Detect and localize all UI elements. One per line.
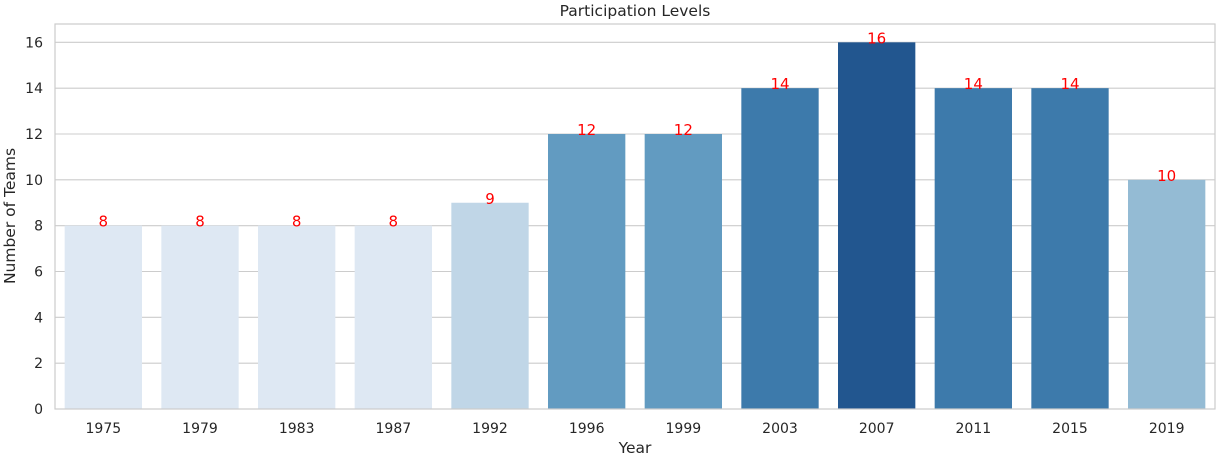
x-tick-label: 1983 <box>279 421 315 437</box>
x-tick-label: 2015 <box>1052 421 1088 437</box>
x-tick-label: 1996 <box>569 421 605 437</box>
bar-1983 <box>258 225 336 409</box>
y-tick-label: 12 <box>25 127 43 143</box>
y-tick-label: 4 <box>34 310 43 326</box>
data-labels: 8 8 8 8 9 12 12 14 16 14 14 10 <box>99 29 1177 230</box>
bar-1975 <box>64 225 142 409</box>
x-tick-label: 2003 <box>762 421 798 437</box>
x-tick-label: 1979 <box>182 421 218 437</box>
data-label-1987: 8 <box>389 213 399 231</box>
bar-1999 <box>644 134 722 409</box>
y-tick-label: 6 <box>34 265 43 281</box>
x-axis-label: Year <box>618 439 652 456</box>
data-label-2011: 14 <box>964 75 983 93</box>
bar-2011 <box>934 88 1012 410</box>
data-label-1992: 9 <box>485 190 495 208</box>
y-tick-label: 2 <box>34 356 43 372</box>
bar-2007 <box>838 42 916 409</box>
bar-2019 <box>1128 179 1206 409</box>
chart-title: Participation Levels <box>560 2 711 20</box>
y-tick-labels: 0 2 4 6 8 10 12 14 16 <box>25 35 43 418</box>
bar-1979 <box>161 225 239 409</box>
plot-frame <box>54 23 1216 410</box>
x-tick-label: 2019 <box>1149 421 1185 437</box>
bar-1992 <box>451 202 529 409</box>
y-axis-label: Number of Teams <box>1 148 19 284</box>
bar-2015 <box>1031 88 1109 410</box>
data-label-1979: 8 <box>195 213 205 231</box>
y-tick-label: 8 <box>34 219 43 235</box>
x-tick-label: 2007 <box>859 421 895 437</box>
y-tick-label: 0 <box>34 402 43 418</box>
x-tick-label: 1999 <box>666 421 702 437</box>
y-tick-label: 14 <box>25 81 43 97</box>
data-label-2007: 16 <box>867 29 886 47</box>
data-label-2015: 14 <box>1060 75 1079 93</box>
data-label-2019: 10 <box>1157 167 1176 185</box>
data-label-1983: 8 <box>292 213 302 231</box>
x-tick-label: 1992 <box>472 421 508 437</box>
x-tick-label: 1975 <box>86 421 122 437</box>
data-label-1999: 12 <box>674 121 693 139</box>
y-tick-label: 16 <box>25 35 43 51</box>
y-gridlines <box>55 41 1215 410</box>
data-label-1996: 12 <box>577 121 596 139</box>
bar-1987 <box>354 225 432 409</box>
data-label-2003: 14 <box>770 75 789 93</box>
bars <box>64 42 1206 410</box>
x-tick-labels: 1975 1979 1983 1987 1992 1996 1999 2003 2007 2011… <box>86 421 1185 437</box>
y-tick-label: 10 <box>25 173 43 189</box>
bar-1996 <box>548 134 626 409</box>
bar-2003 <box>741 88 819 410</box>
x-tick-label: 2011 <box>956 421 992 437</box>
data-label-1975: 8 <box>99 213 109 231</box>
x-tick-label: 1987 <box>376 421 412 437</box>
